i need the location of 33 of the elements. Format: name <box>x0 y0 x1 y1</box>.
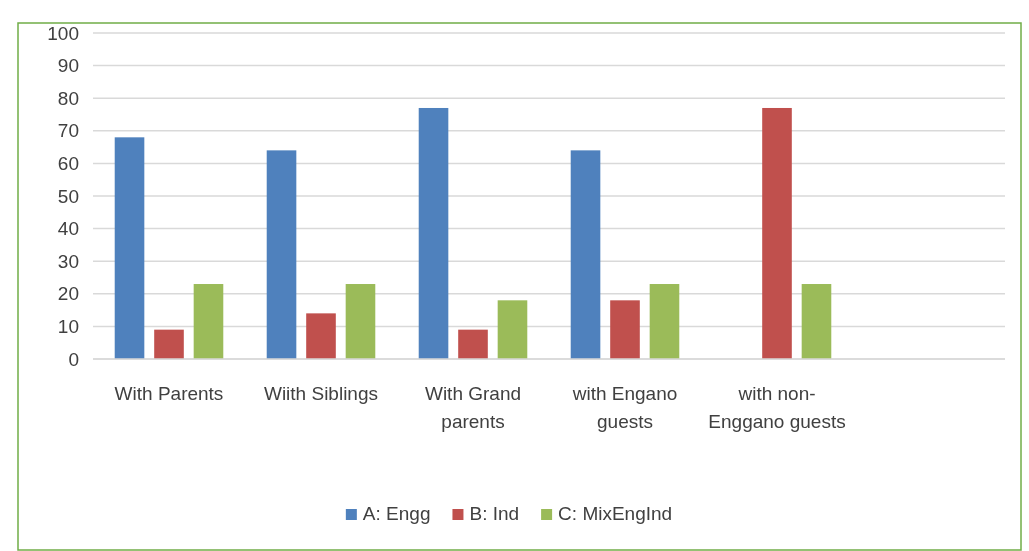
x-tick-label: Wiith Siblings <box>263 383 379 404</box>
y-tick-label: 10 <box>57 315 79 337</box>
x-tick-label: with Engano guests <box>571 383 678 432</box>
bar <box>345 284 376 359</box>
bar <box>418 107 449 359</box>
bar <box>458 329 488 359</box>
legend-label: B: Ind <box>469 503 520 524</box>
x-tick-label: With Parents <box>114 383 224 404</box>
y-tick-label: 0 <box>68 348 79 370</box>
y-tick-label: 20 <box>57 283 79 305</box>
y-tick-label: 100 <box>47 22 79 44</box>
bar <box>570 150 601 359</box>
legend-label: A: Engg <box>362 503 431 524</box>
bar <box>266 150 297 359</box>
bar <box>649 284 680 359</box>
bar <box>497 300 528 359</box>
bar <box>801 284 832 359</box>
bar <box>114 137 145 359</box>
legend-label: C: MixEngInd <box>558 503 673 524</box>
y-tick-label: 40 <box>57 218 79 240</box>
y-tick-label: 90 <box>57 55 79 77</box>
bar <box>306 313 336 359</box>
y-tick-label: 50 <box>57 185 79 207</box>
bar <box>154 329 184 359</box>
y-tick-label: 70 <box>57 120 79 142</box>
y-tick-label: 30 <box>57 250 79 272</box>
x-tick-label: With Grand parents <box>424 383 522 432</box>
x-tick-label: with non-Enggano guests <box>708 383 846 432</box>
y-tick-label: 60 <box>57 152 79 174</box>
bar <box>193 284 224 359</box>
y-tick-label: 80 <box>57 87 79 109</box>
bar <box>610 300 640 359</box>
bar <box>762 107 792 359</box>
